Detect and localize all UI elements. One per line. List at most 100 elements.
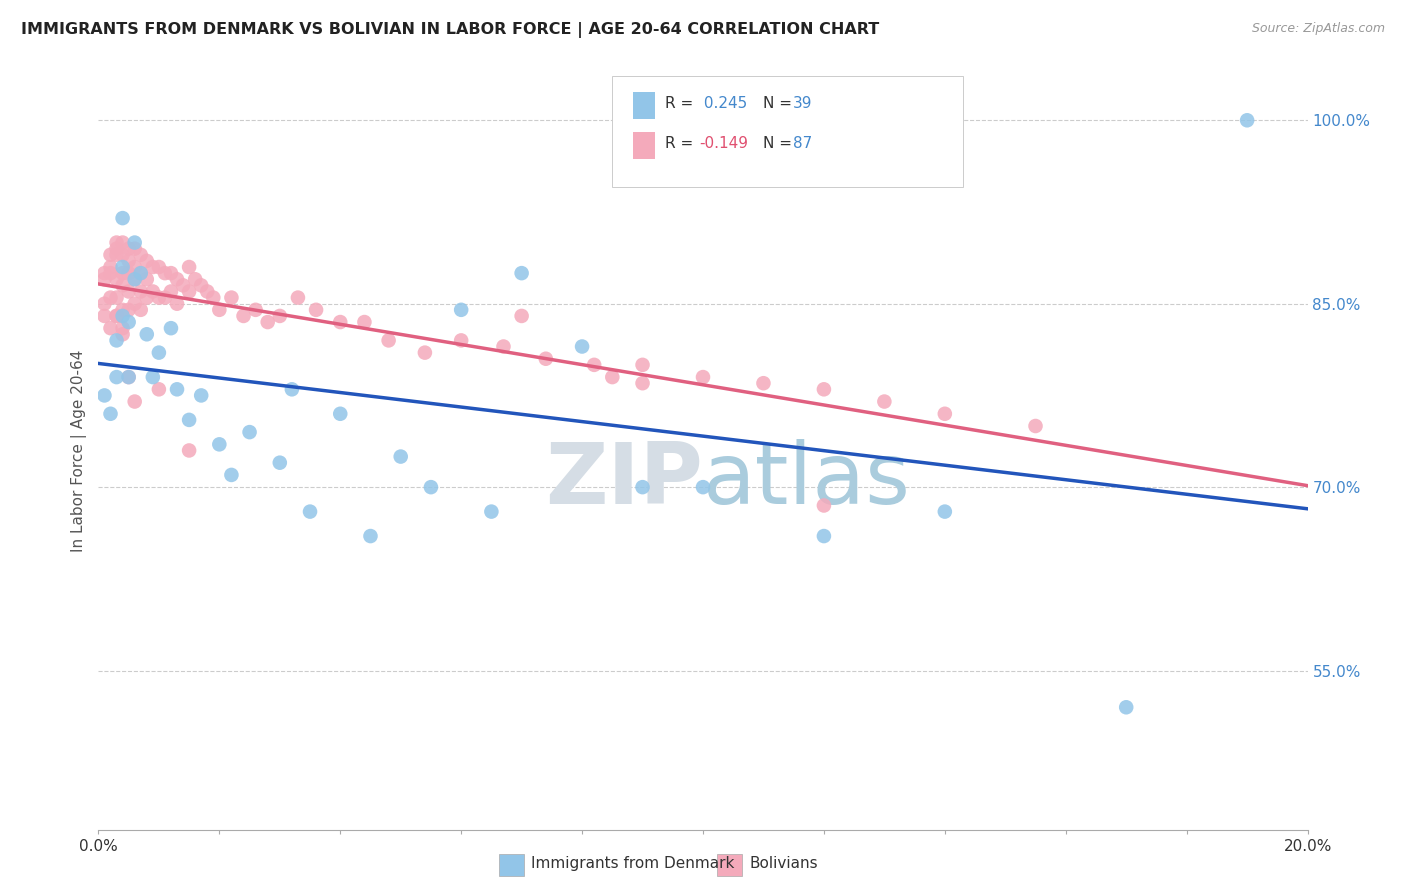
Point [129,266,152,280]
Point [111,302,134,317]
Point [631,358,654,372]
Point [184,272,207,286]
Point [135,253,157,268]
Y-axis label: In Labor Force | Age 20-64: In Labor Force | Age 20-64 [72,350,87,551]
Point [118,302,141,317]
Point [510,309,533,323]
Point [287,291,309,305]
Point [118,266,141,280]
Text: R =: R = [665,136,699,152]
Point [1236,113,1258,128]
Point [124,296,146,310]
Point [93,388,115,402]
Point [239,425,262,439]
Point [245,302,267,317]
Point [100,407,122,421]
Point [166,296,188,310]
Point [160,321,183,335]
Point [153,291,176,305]
Point [450,302,472,317]
Point [583,358,606,372]
Point [631,376,654,391]
Point [160,266,183,280]
Text: 39: 39 [793,96,813,112]
Point [256,315,278,329]
Point [111,327,134,342]
Point [118,242,141,256]
Text: Source: ZipAtlas.com: Source: ZipAtlas.com [1251,22,1385,36]
Point [118,315,141,329]
Point [100,260,122,274]
Point [221,467,243,482]
Point [93,296,115,310]
Text: 0.245: 0.245 [699,96,747,112]
Point [100,291,122,305]
Text: N =: N = [763,96,797,112]
Point [129,302,152,317]
Point [148,291,170,305]
Text: -0.149: -0.149 [699,136,748,152]
Point [105,235,128,250]
Point [813,499,835,513]
Point [148,382,170,396]
Point [105,309,128,323]
Point [202,291,225,305]
Text: ZIP: ZIP [546,439,703,523]
Point [124,272,146,286]
Point [413,345,436,359]
Text: Bolivians: Bolivians [749,856,818,871]
Point [93,272,115,286]
Point [100,321,122,335]
Text: 87: 87 [793,136,813,152]
Point [111,309,134,323]
Point [299,505,322,519]
Point [510,266,533,280]
Point [111,266,134,280]
Point [934,505,956,519]
Point [93,309,115,323]
Point [571,339,593,353]
Point [752,376,775,391]
Point [111,321,134,335]
Point [420,480,443,494]
Point [208,302,231,317]
Point [105,370,128,384]
Point [135,327,157,342]
Point [179,260,201,274]
Point [195,285,218,299]
Point [873,394,896,409]
Point [813,529,835,543]
Point [118,370,141,384]
Point [105,242,128,256]
Point [129,266,152,280]
Point [124,235,146,250]
Point [190,388,212,402]
Point [269,309,291,323]
Point [934,407,956,421]
Point [179,413,201,427]
Point [111,248,134,262]
Text: N =: N = [763,136,797,152]
Point [111,235,134,250]
Point [281,382,304,396]
Text: Immigrants from Denmark: Immigrants from Denmark [531,856,735,871]
Point [481,505,503,519]
Point [692,480,714,494]
Point [172,278,194,293]
Point [208,437,231,451]
Point [160,285,183,299]
Point [142,285,165,299]
Point [100,266,122,280]
Point [221,291,243,305]
Point [124,272,146,286]
Point [692,370,714,384]
Point [232,309,254,323]
Point [813,382,835,396]
Point [534,351,557,366]
Text: IMMIGRANTS FROM DENMARK VS BOLIVIAN IN LABOR FORCE | AGE 20-64 CORRELATION CHART: IMMIGRANTS FROM DENMARK VS BOLIVIAN IN L… [21,22,879,38]
Point [118,253,141,268]
Text: atlas: atlas [703,439,911,523]
Point [118,285,141,299]
Point [329,315,352,329]
Point [129,285,152,299]
